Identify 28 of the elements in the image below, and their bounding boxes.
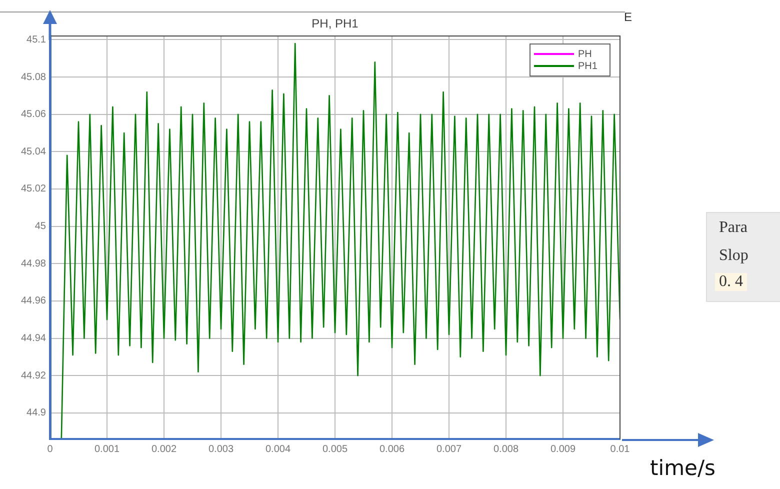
x-tick-label: 0 [47,444,54,455]
x-tick-label: 0.007 [436,444,462,455]
chart-title: PH, PH1 [312,16,359,30]
y-tick-label: 44.96 [20,296,46,307]
legend-label: PH [578,48,592,60]
y-tick-label: 44.94 [20,333,46,344]
y-tick-label: 44.92 [20,370,46,382]
text: E [624,10,632,24]
y-tick-label: 45 [34,221,46,232]
settings-panel: Para Slop 0. 4 [706,212,780,302]
x-axis-title: time/s [650,456,716,480]
y-tick-label: 44.98 [20,258,46,270]
x-tick-label: 0.001 [94,444,120,455]
x-tick-label: 0.002 [151,444,177,455]
x-tick-label: 0.008 [493,444,519,455]
y-tick-label: 45.06 [20,109,46,120]
y-tick-label: 45.08 [20,72,46,83]
legend-label: PH1 [578,60,598,72]
x-tick-label: 0.004 [265,444,291,455]
x-tick-label: 0.01 [610,444,630,455]
y-tick-label: 45.04 [20,146,46,158]
y-tick-label: 45.1 [26,34,46,46]
x-tick-label: 0.006 [379,444,405,455]
x-tick-label: 0.009 [550,444,576,455]
y-tick-label: 44.9 [26,408,46,419]
y-tick-label: 45.02 [20,184,46,195]
x-tick-label: 0.003 [208,444,234,455]
x-tick-label: 0.005 [322,444,348,455]
